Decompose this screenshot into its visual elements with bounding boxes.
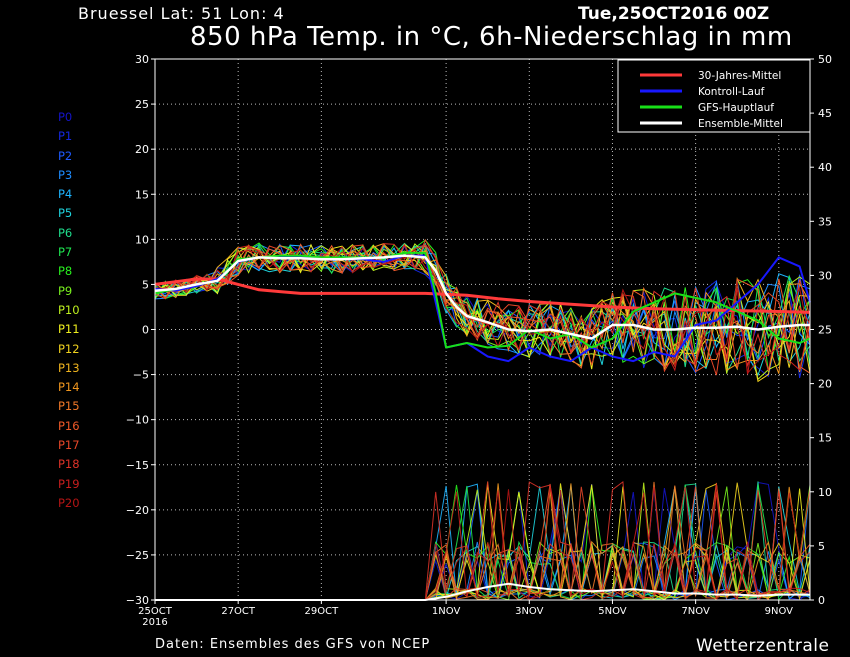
legend-label: GFS-Hauptlauf xyxy=(698,102,774,114)
member-label-p7: P7 xyxy=(58,245,73,260)
member-label-p0: P0 xyxy=(58,110,73,124)
credit-label: Wetterzentrale xyxy=(696,636,830,656)
member-label-p17: P17 xyxy=(58,438,80,453)
x-tick-label: 7NOV xyxy=(681,606,710,617)
member-label-p12: P12 xyxy=(58,341,80,356)
highlight-series xyxy=(154,251,811,601)
chart-title: 850 hPa Temp. in °C, 6h-Niederschlag in … xyxy=(190,22,793,52)
member-label-p5: P5 xyxy=(58,206,73,221)
member-line-p19 xyxy=(154,244,811,375)
y-axis-left-ticks: 30 25 20 15 10 5 0 −5 −10 −15 −20 −25 −30 xyxy=(126,53,155,607)
y-right-tick-label: 15 xyxy=(818,432,832,445)
member-label-p14: P14 xyxy=(58,380,80,395)
member-label-p18: P18 xyxy=(58,457,80,472)
data-source-note: Daten: Ensembles des GFS von NCEP xyxy=(155,637,431,652)
y-left-tick-label: 5 xyxy=(142,278,149,291)
member-label-p10: P10 xyxy=(58,302,80,317)
y-right-tick-label: 50 xyxy=(818,53,832,66)
legend: 30-Jahres-Mittel Kontroll-Lauf GFS-Hauptla… xyxy=(617,59,811,133)
series-30-jahres-mittel xyxy=(154,277,811,314)
y-left-tick-label: 10 xyxy=(135,233,149,246)
x-tick-label: 27OCT xyxy=(221,606,256,617)
y-left-tick-label: −30 xyxy=(126,594,149,607)
ensemble-member-list: P0 P1 P2 P3 P4 P5 P6 P7 P8 P9 P10 P11 P12 P13 P14 P15 P1… xyxy=(58,108,80,513)
x-tick-label: 1NOV xyxy=(432,606,461,617)
member-line-p20 xyxy=(154,246,811,375)
y-right-tick-label: 30 xyxy=(818,269,832,282)
y-right-tick-label: 25 xyxy=(818,324,832,337)
y-right-tick-label: 20 xyxy=(818,378,832,391)
y-left-tick-label: 30 xyxy=(135,53,149,66)
y-left-tick-label: −20 xyxy=(126,504,149,517)
x-axis-ticks: 25OCT2016 27OCT 29OCT 1NOV 3NOV 5NOV 7NOV 9NOV xyxy=(138,600,793,628)
x-tick-sublabel: 2016 xyxy=(142,617,167,628)
series-ensemble-mittel-niederschlag xyxy=(155,582,810,601)
y-right-tick-label: 0 xyxy=(818,594,825,607)
legend-label: 30-Jahres-Mittel xyxy=(698,70,781,82)
member-label-p3: P3 xyxy=(58,167,73,182)
member-label-p9: P9 xyxy=(58,283,73,298)
y-left-tick-label: −25 xyxy=(126,549,149,562)
legend-box xyxy=(617,59,811,133)
y-left-tick-label: 25 xyxy=(135,98,149,111)
run-date: Tue,25OCT2016 00Z xyxy=(578,4,770,24)
series-ensemble-mittel xyxy=(154,254,810,340)
member-label-p15: P15 xyxy=(58,399,80,414)
x-tick-label: 5NOV xyxy=(598,606,627,617)
precipitation-lines xyxy=(155,480,811,601)
member-label-p4: P4 xyxy=(58,187,73,202)
member-line-p15 xyxy=(154,243,811,368)
y-left-tick-label: 20 xyxy=(135,143,149,156)
y-left-tick-label: −15 xyxy=(126,459,149,472)
y-left-tick-label: 0 xyxy=(142,324,149,337)
member-label-p11: P11 xyxy=(58,322,80,337)
legend-label: Kontroll-Lauf xyxy=(698,86,765,98)
y-right-tick-label: 35 xyxy=(818,215,832,228)
member-label-p20: P20 xyxy=(58,495,80,510)
legend-label: Ensemble-Mittel xyxy=(698,118,783,130)
y-right-tick-label: 5 xyxy=(818,540,825,553)
y-left-tick-label: −10 xyxy=(126,414,149,427)
y-right-tick-label: 45 xyxy=(818,107,832,120)
x-tick-label: 9NOV xyxy=(765,606,794,617)
y-left-tick-label: −5 xyxy=(133,369,149,382)
x-tick-label: 29OCT xyxy=(305,606,340,617)
member-label-p19: P19 xyxy=(58,476,80,491)
location-label: Bruessel Lat: 51 Lon: 4 xyxy=(78,4,285,23)
x-tick-label: 25OCT xyxy=(138,606,173,617)
member-line-p18 xyxy=(154,243,811,371)
member-label-p6: P6 xyxy=(58,225,73,240)
member-label-p8: P8 xyxy=(58,264,73,279)
member-label-p2: P2 xyxy=(58,148,73,163)
y-right-tick-label: 10 xyxy=(818,486,832,499)
member-label-p13: P13 xyxy=(58,360,80,375)
y-right-tick-label: 40 xyxy=(818,161,832,174)
member-label-p1: P1 xyxy=(58,129,73,144)
y-left-tick-label: 15 xyxy=(135,188,149,201)
x-tick-label: 3NOV xyxy=(515,606,544,617)
series-gfs-hauptlauf xyxy=(154,251,811,349)
member-label-p16: P16 xyxy=(58,418,80,433)
